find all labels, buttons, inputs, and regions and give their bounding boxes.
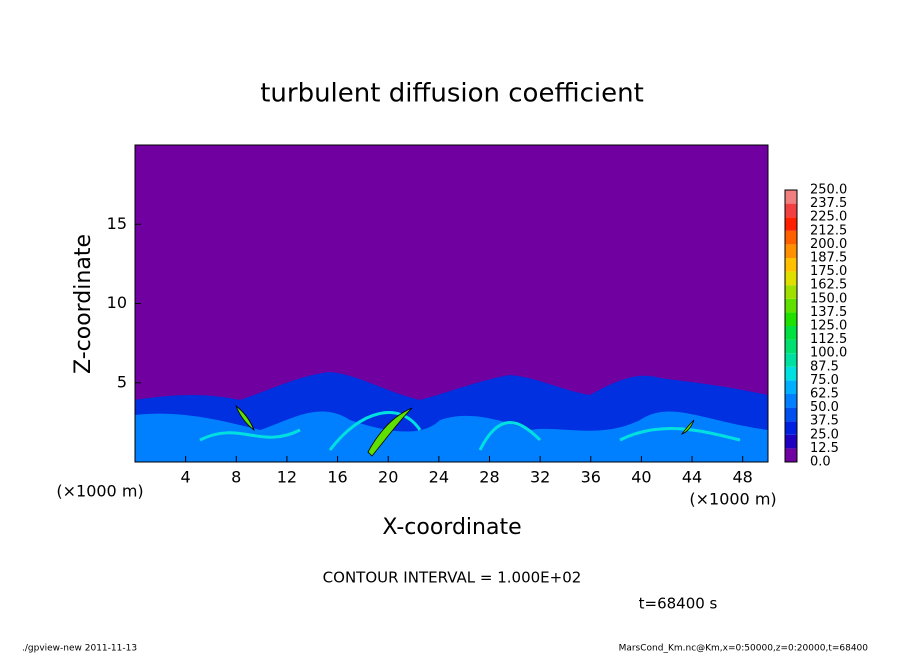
x-tick-label: 20 <box>378 468 398 487</box>
colorbar-label: 12.5 <box>810 441 839 456</box>
colorbar-band <box>785 312 797 326</box>
colorbar-band <box>785 285 797 299</box>
x-tick-label: 4 <box>181 468 191 487</box>
x-tick-label: 36 <box>581 468 601 487</box>
x-tick-label: 48 <box>733 468 753 487</box>
colorbar-label: 237.5 <box>810 196 847 211</box>
colorbar-label: 125.0 <box>810 319 847 334</box>
colorbar-band <box>785 421 797 435</box>
turbulent-core <box>135 411 768 462</box>
colorbar-band <box>785 434 797 449</box>
colorbar-band <box>785 258 797 272</box>
colorbar-band <box>785 203 797 218</box>
x-tick-label: 8 <box>231 468 241 487</box>
turbulent-streaks <box>199 411 741 451</box>
colorbar-band <box>785 353 797 367</box>
colorbar-band <box>785 394 797 408</box>
x-tick-label: 44 <box>682 468 702 487</box>
colorbar-label: 0.0 <box>810 455 831 470</box>
y-tick-label: 10 <box>107 293 127 312</box>
y-tick-label: 15 <box>107 214 127 233</box>
high-patch <box>235 404 255 432</box>
colorbar-frame <box>784 189 798 463</box>
y-axis-label: Z-coordinate <box>71 234 96 374</box>
colorbar-band <box>785 366 797 381</box>
colorbar-band <box>785 190 797 204</box>
colorbar-label: 112.5 <box>810 332 847 347</box>
x-tick-label: 28 <box>479 468 499 487</box>
colorbar-band <box>785 230 797 245</box>
x-tick-label: 12 <box>277 468 297 487</box>
contour-interval: CONTOUR INTERVAL = 1.000E+02 <box>323 569 582 587</box>
colorbar-label: 200.0 <box>810 237 847 252</box>
colorbar-label: 75.0 <box>810 373 839 388</box>
x-unit: (×1000 m) <box>689 490 776 509</box>
colorbar-label: 225.0 <box>810 210 847 225</box>
colorbar-band <box>785 271 797 286</box>
chart-title: turbulent diffusion coefficient <box>260 79 644 109</box>
high-patch <box>680 419 695 435</box>
colorbar-label: 137.5 <box>810 305 847 320</box>
colorbar-band <box>785 298 797 313</box>
colorbar-label: 62.5 <box>810 387 839 402</box>
colorbar-label: 162.5 <box>810 278 847 293</box>
y-tick-label: 5 <box>117 372 127 391</box>
time-label: t=68400 s <box>639 595 718 613</box>
high-patch <box>367 407 413 457</box>
x-unit: (×1000 m) <box>56 482 143 501</box>
colorbar-band <box>785 244 797 258</box>
field <box>135 145 768 462</box>
colorbar-label: 50.0 <box>810 400 839 415</box>
colorbar-label: 25.0 <box>810 427 839 442</box>
x-tick-label: 24 <box>429 468 449 487</box>
x-tick-label: 32 <box>530 468 550 487</box>
colorbar-label: 37.5 <box>810 414 839 429</box>
footer-right: MarsCond_Km.nc@Km,x=0:50000,z=0:20000,t=… <box>619 644 869 654</box>
colorbar-band <box>785 448 797 462</box>
colorbar-band <box>785 217 797 231</box>
colorbar-band <box>785 326 797 340</box>
colorbar-band <box>785 339 797 354</box>
colorbar-label: 87.5 <box>810 359 839 374</box>
x-axis-label: X-coordinate <box>382 515 521 540</box>
colorbar-label: 150.0 <box>810 291 847 306</box>
colorbar-label: 250.0 <box>810 183 847 198</box>
colorbar-label: 212.5 <box>810 223 847 238</box>
x-tick-label: 40 <box>631 468 651 487</box>
colorbar-label: 187.5 <box>810 251 847 266</box>
colorbar-band <box>785 380 797 394</box>
colorbar-label: 100.0 <box>810 346 847 361</box>
colorbar-band <box>785 407 797 422</box>
footer-left: ./gpview-new 2011-11-13 <box>22 644 137 654</box>
colorbar-label: 175.0 <box>810 264 847 279</box>
x-tick-label: 16 <box>327 468 347 487</box>
